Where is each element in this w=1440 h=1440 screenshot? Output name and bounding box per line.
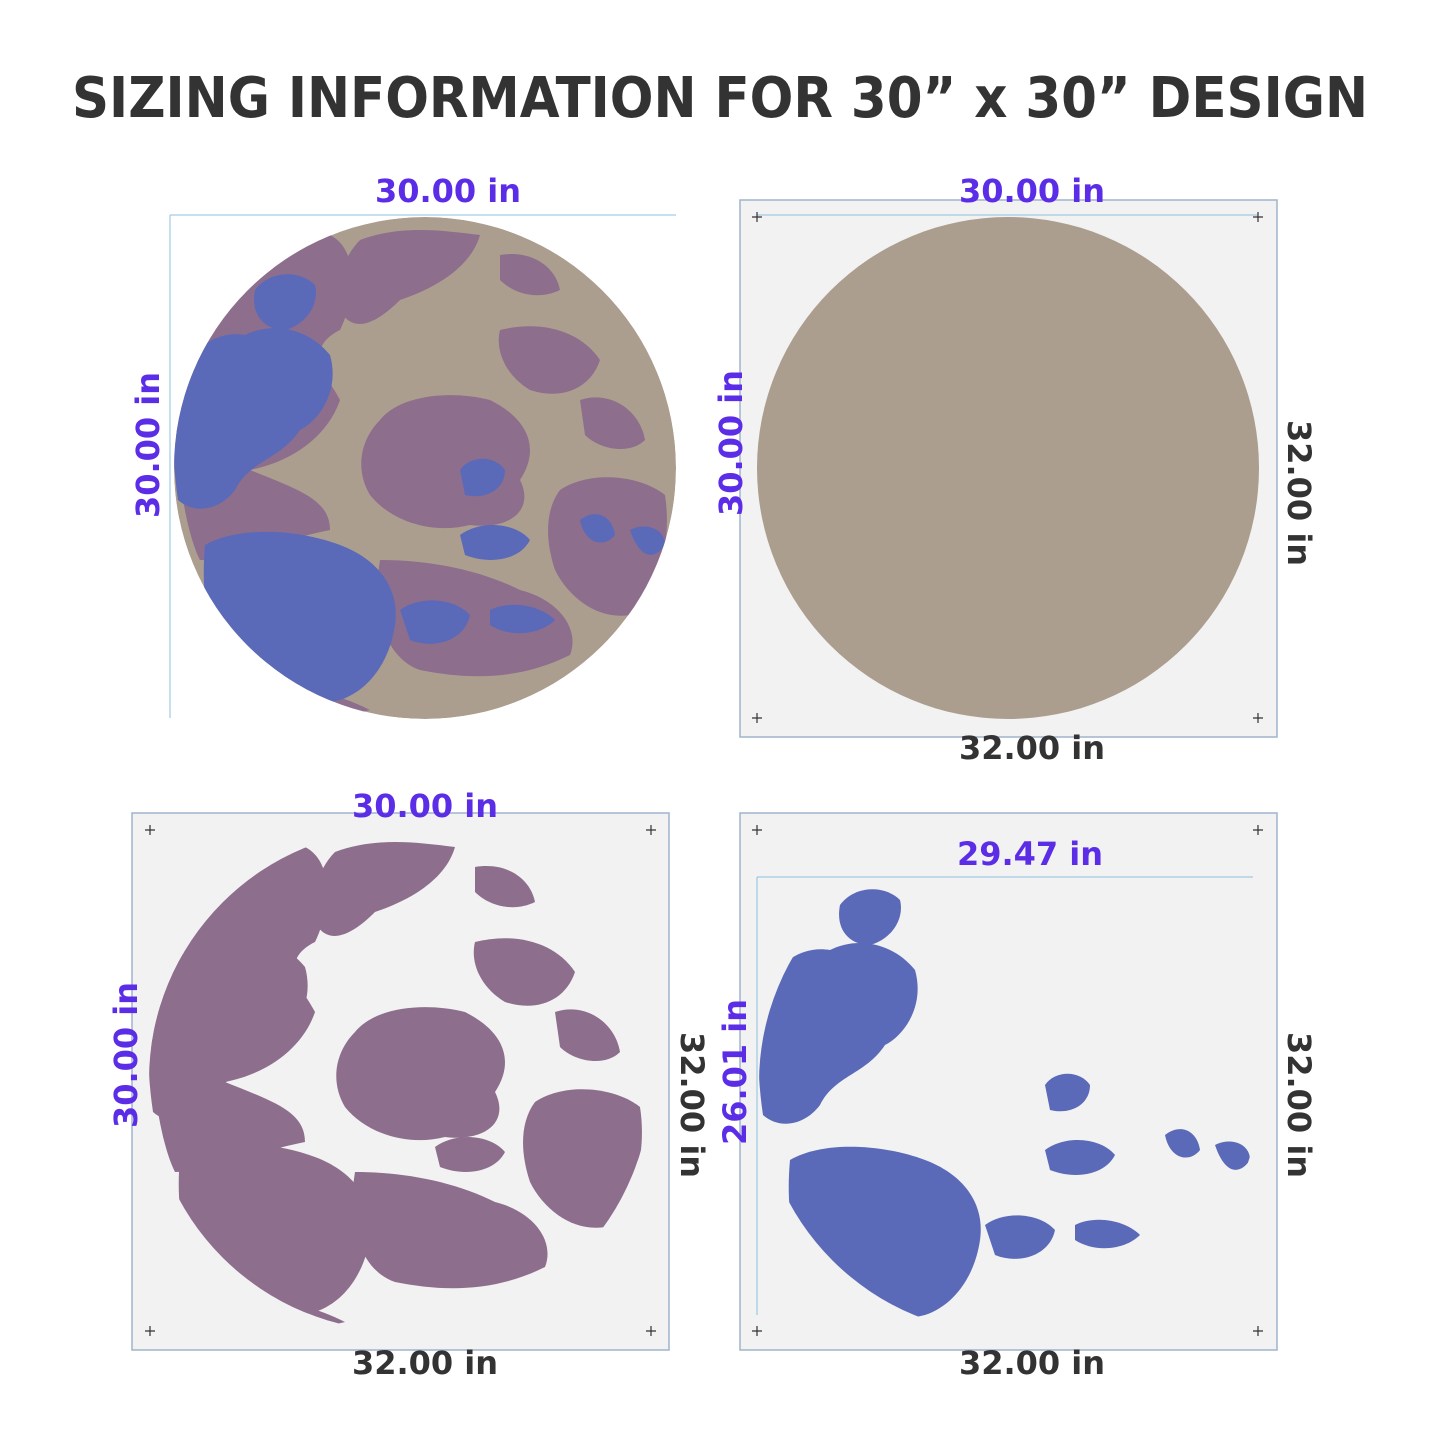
title: SIZING INFORMATION FOR 30” x 30” DESIGN: [72, 66, 1368, 131]
sheet-width-label: 32.00 in: [352, 1344, 498, 1382]
height-label: 30.00 in: [107, 982, 145, 1128]
panel-full-design: 30.00 in 30.00 in: [129, 172, 676, 719]
height-label: 26.01 in: [716, 999, 754, 1145]
panel-blue-layer: 29.47 in 26.01 in 32.00 in 32.00 in: [716, 812, 1318, 1382]
registration-marks: [752, 212, 1263, 723]
width-label: 30.00 in: [375, 172, 521, 210]
stencil-sheet: [739, 812, 1278, 1351]
width-label: 30.00 in: [352, 787, 498, 825]
panel-purple-layer: 30.00 in 30.00 in 32.00 in 32.00 in: [107, 787, 711, 1382]
base-circle: [757, 217, 1259, 719]
height-label: 30.00 in: [712, 370, 750, 516]
sheet-height-label: 32.00 in: [1280, 1032, 1318, 1178]
registration-marks: [145, 825, 656, 1336]
height-label: 30.00 in: [129, 372, 167, 518]
width-label: 29.47 in: [957, 835, 1103, 873]
sheet-width-label: 32.00 in: [959, 729, 1105, 767]
design-circle: [174, 217, 676, 719]
panel-base-layer: 30.00 in 30.00 in 32.00 in 32.00 in: [712, 172, 1318, 767]
registration-marks: [752, 825, 1263, 1336]
sheet-height-label: 32.00 in: [673, 1032, 711, 1178]
sheet-width-label: 32.00 in: [959, 1344, 1105, 1382]
width-label: 30.00 in: [959, 172, 1105, 210]
sheet-height-label: 32.00 in: [1280, 420, 1318, 566]
